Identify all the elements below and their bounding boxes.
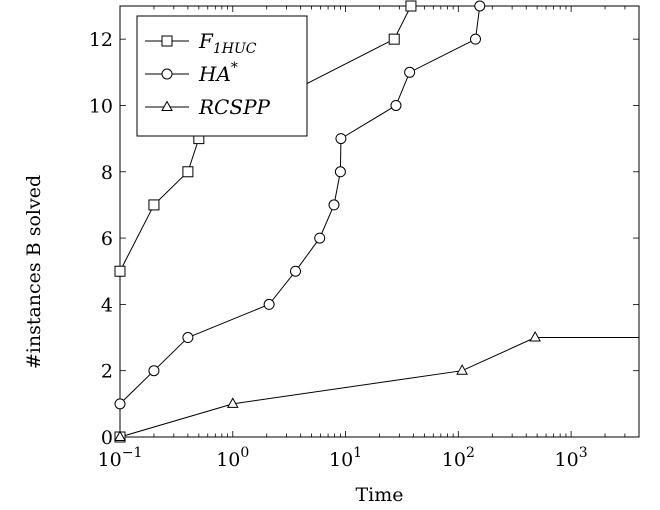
x-axis: 10−1 100 101 102 103 [98,6,640,471]
y-tick-label: 2 [101,361,113,383]
y-tick-label: 8 [101,162,113,184]
series-1-point [148,365,160,377]
y-tick-label: 10 [89,95,113,117]
series-0-point [405,0,417,12]
series-1-point [263,298,275,310]
series-1-point [114,398,126,410]
y-axis: 0 2 4 6 8 10 12 [89,29,639,449]
series-1-point [290,265,302,277]
x-tick-label: 103 [555,445,588,471]
series-0-point [182,166,194,178]
x-tick-label: 100 [216,445,249,471]
series-0-point [114,265,126,277]
x-tick-label: 10−1 [98,445,143,471]
series-1-point [328,199,340,211]
series-1-point [335,133,347,145]
legend-label: HA* [198,60,238,86]
series-2-line [120,337,639,437]
series-2-point [529,331,542,342]
series-1-point [470,33,482,45]
series-1-point [314,232,326,244]
y-tick-label: 6 [101,228,113,250]
x-tick-label: 101 [329,445,362,471]
x-tick-label: 102 [442,445,475,471]
series-1-point [334,166,346,178]
series-1-point [404,66,416,78]
series-1-point [474,0,486,12]
series-0-point [148,199,160,211]
legend-marker [161,100,173,111]
series-2-point [226,397,239,408]
series-1-point [390,99,402,111]
series-1-point [182,332,194,344]
y-tick-label: 12 [89,29,113,51]
y-tick-label: 4 [101,294,113,316]
x-axis-title: Time [355,484,403,506]
series-0-point [388,33,400,45]
series-2-point [114,430,126,441]
legend: F1HUC HA* RCSPP [136,15,308,137]
marker-layer [114,0,542,443]
y-tick-label: 0 [101,427,113,449]
legend-marker [161,35,173,47]
series-2-point [456,364,468,375]
legend-label: F1HUC [198,29,257,57]
y-axis-title: #instances B solved [23,175,45,369]
legend-label: RCSPP [198,95,271,119]
legend-marker [161,68,173,80]
